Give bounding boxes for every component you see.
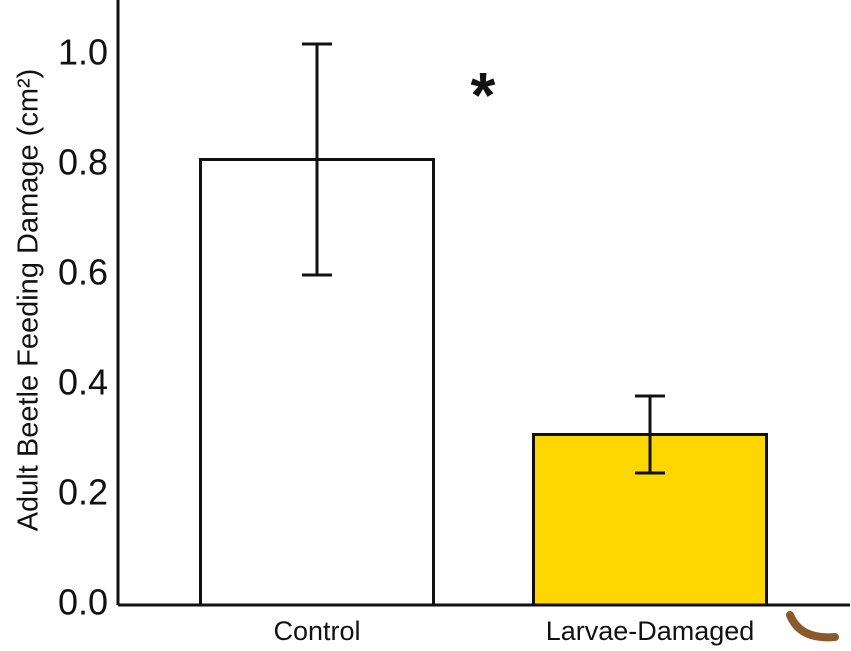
x-tick-label: Larvae-Damaged [546,616,755,646]
significance-annotation: * [471,59,496,131]
y-axis-label: Adult Beetle Feeding Damage (cm²) [13,69,45,532]
error-bar [302,42,332,277]
y-tick-label: 0.0 [58,582,108,623]
y-tick-label: 0.8 [58,142,108,183]
y-tick-label: 0.4 [58,362,108,403]
larva-body [786,611,839,642]
x-tick-label: Control [273,616,360,646]
error-bar [635,394,665,475]
y-tick-label: 0.2 [58,472,108,513]
y-tick-label: 1.0 [58,32,108,73]
larva-icon [786,611,839,642]
y-tick-label: 0.6 [58,252,108,293]
